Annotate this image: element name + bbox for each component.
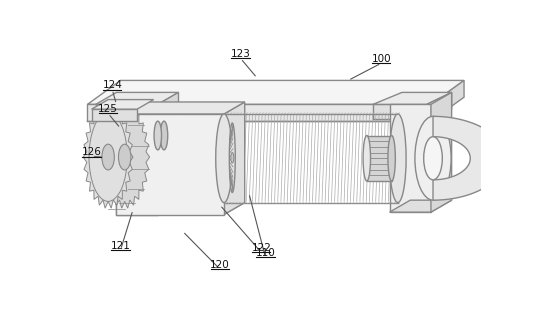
Text: 121: 121 [111, 241, 130, 251]
Text: 100: 100 [372, 54, 391, 64]
Polygon shape [116, 202, 178, 215]
Polygon shape [83, 106, 133, 208]
Text: 120: 120 [210, 260, 230, 270]
Polygon shape [116, 102, 245, 114]
Ellipse shape [229, 123, 235, 193]
Polygon shape [100, 106, 150, 208]
Polygon shape [88, 81, 464, 104]
Polygon shape [427, 92, 452, 119]
Ellipse shape [216, 114, 232, 202]
Polygon shape [224, 102, 245, 215]
Text: 123: 123 [231, 49, 250, 59]
Polygon shape [92, 109, 137, 121]
Polygon shape [373, 104, 427, 119]
Ellipse shape [390, 114, 406, 202]
Polygon shape [116, 104, 158, 215]
Polygon shape [433, 116, 505, 200]
Polygon shape [96, 92, 178, 104]
Polygon shape [88, 104, 431, 121]
Text: 125: 125 [98, 104, 118, 114]
Polygon shape [431, 81, 464, 121]
Ellipse shape [415, 116, 451, 200]
Polygon shape [158, 92, 178, 215]
Polygon shape [431, 92, 452, 212]
Ellipse shape [154, 121, 161, 150]
Ellipse shape [363, 136, 371, 181]
Polygon shape [96, 104, 158, 119]
Ellipse shape [102, 144, 114, 170]
Polygon shape [373, 92, 452, 104]
Ellipse shape [119, 144, 131, 170]
Ellipse shape [160, 121, 168, 150]
Polygon shape [390, 104, 431, 212]
Ellipse shape [222, 123, 228, 193]
Polygon shape [116, 202, 245, 215]
Ellipse shape [231, 153, 234, 163]
Text: 110: 110 [256, 248, 275, 258]
Polygon shape [367, 136, 391, 181]
Ellipse shape [388, 136, 395, 181]
Polygon shape [92, 100, 154, 109]
Text: 124: 124 [103, 80, 122, 90]
Text: 126: 126 [82, 147, 101, 157]
Polygon shape [116, 114, 224, 215]
Text: 122: 122 [252, 243, 271, 253]
Ellipse shape [423, 137, 442, 180]
Polygon shape [390, 200, 452, 212]
